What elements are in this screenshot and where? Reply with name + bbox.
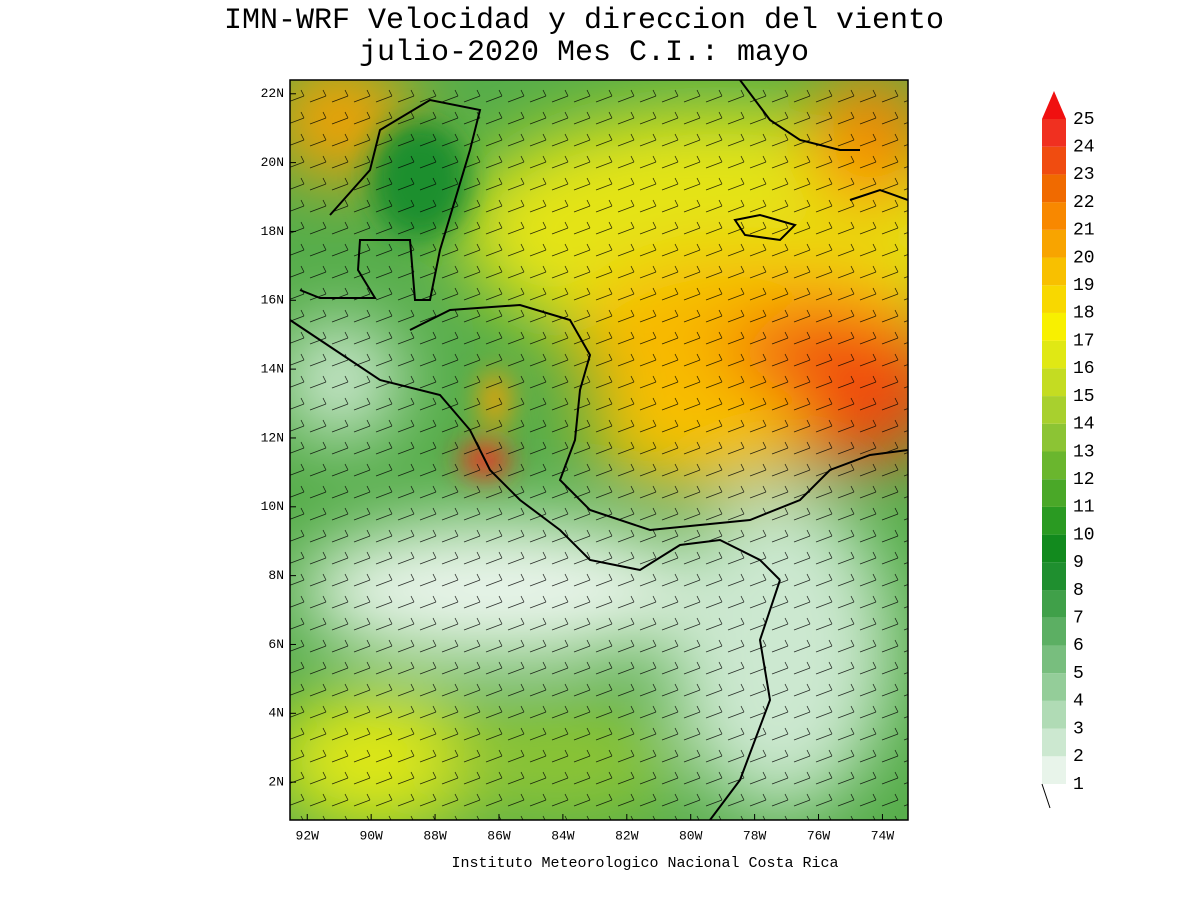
colorbar-swatch — [1042, 312, 1066, 341]
wind-field — [290, 80, 908, 820]
colorbar-label: 23 — [1073, 165, 1095, 185]
colorbar-label: 20 — [1073, 248, 1095, 268]
y-tick-label: 6N — [268, 637, 284, 652]
colorbar-tail — [1041, 783, 1051, 809]
colorbar-swatch — [1042, 396, 1066, 424]
colorbar-label: 16 — [1073, 359, 1095, 379]
colorbar-swatch — [1042, 423, 1066, 452]
colorbar-swatch — [1042, 119, 1066, 147]
subtitle: julio-2020 Mes C.I.: mayo — [359, 36, 809, 70]
colorbar-label: 18 — [1073, 304, 1095, 324]
colorbar-label: 17 — [1073, 331, 1095, 351]
colorbar-swatch — [1042, 285, 1066, 313]
colorbar-swatch — [1042, 451, 1066, 480]
colorbar-arrow — [1042, 91, 1066, 119]
y-tick-label: 4N — [268, 706, 284, 721]
colorbar-swatch — [1042, 174, 1066, 203]
colorbar-label: 15 — [1073, 387, 1095, 407]
y-tick-label: 16N — [261, 293, 284, 308]
colorbar-label: 6 — [1073, 636, 1084, 656]
title: IMN-WRF Velocidad y direccion del viento — [224, 4, 944, 38]
footer: Instituto Meteorologico Nacional Costa R… — [451, 855, 838, 872]
colorbar-swatch — [1042, 562, 1066, 591]
colorbar-swatch — [1042, 146, 1066, 175]
x-tick-label: 92W — [296, 828, 320, 843]
colorbar-swatch — [1042, 756, 1066, 784]
colorbar-label: 3 — [1073, 719, 1084, 739]
x-tick-label: 80W — [679, 828, 703, 843]
colorbar-label: 21 — [1073, 221, 1095, 241]
colorbar-swatch — [1042, 229, 1066, 258]
colorbar-label: 11 — [1073, 498, 1095, 518]
x-tick-label: 84W — [551, 828, 575, 843]
colorbar-swatch — [1042, 700, 1066, 729]
colorbar-swatch — [1042, 534, 1066, 563]
x-tick-label: 88W — [423, 828, 447, 843]
colorbar-label: 10 — [1073, 525, 1095, 545]
colorbar-label: 2 — [1073, 747, 1084, 767]
colorbar-label: 25 — [1073, 110, 1095, 130]
x-tick-label: 76W — [807, 828, 831, 843]
colorbar: 1234567891011121314151617181920212223242… — [1041, 91, 1095, 809]
y-tick-label: 8N — [268, 568, 284, 583]
colorbar-swatch — [1042, 590, 1066, 618]
x-tick-label: 90W — [359, 828, 383, 843]
x-tick-label: 74W — [871, 828, 895, 843]
colorbar-label: 24 — [1073, 137, 1095, 157]
colorbar-label: 22 — [1073, 193, 1095, 213]
y-tick-label: 22N — [261, 86, 284, 101]
y-tick-label: 20N — [261, 155, 284, 170]
coastlines — [290, 80, 908, 820]
x-tick-label: 78W — [743, 828, 767, 843]
colorbar-label: 8 — [1073, 581, 1084, 601]
colorbar-swatch — [1042, 479, 1066, 507]
colorbar-label: 14 — [1073, 415, 1095, 435]
x-tick-label: 82W — [615, 828, 639, 843]
y-tick-label: 10N — [261, 499, 284, 514]
colorbar-label: 5 — [1073, 664, 1084, 684]
x-tick-label: 86W — [487, 828, 511, 843]
colorbar-swatch — [1042, 673, 1066, 701]
colorbar-label: 1 — [1073, 775, 1084, 795]
y-tick-label: 12N — [261, 430, 284, 445]
colorbar-swatch — [1042, 202, 1066, 230]
colorbar-label: 7 — [1073, 609, 1084, 629]
colorbar-label: 13 — [1073, 442, 1095, 462]
colorbar-swatch — [1042, 506, 1066, 535]
colorbar-label: 4 — [1073, 692, 1084, 712]
y-tick-label: 18N — [261, 224, 284, 239]
colorbar-swatch — [1042, 728, 1066, 757]
colorbar-swatch — [1042, 368, 1066, 397]
colorbar-label: 12 — [1073, 470, 1095, 490]
colorbar-label: 9 — [1073, 553, 1084, 573]
map-frame — [289, 79, 909, 821]
colorbar-swatch — [1042, 257, 1066, 286]
colorbar-swatch — [1042, 617, 1066, 646]
colorbar-swatch — [1042, 645, 1066, 674]
colorbar-swatch — [1042, 340, 1066, 369]
y-tick-label: 2N — [268, 775, 284, 790]
colorbar-label: 19 — [1073, 276, 1095, 296]
y-tick-label: 14N — [261, 362, 284, 377]
